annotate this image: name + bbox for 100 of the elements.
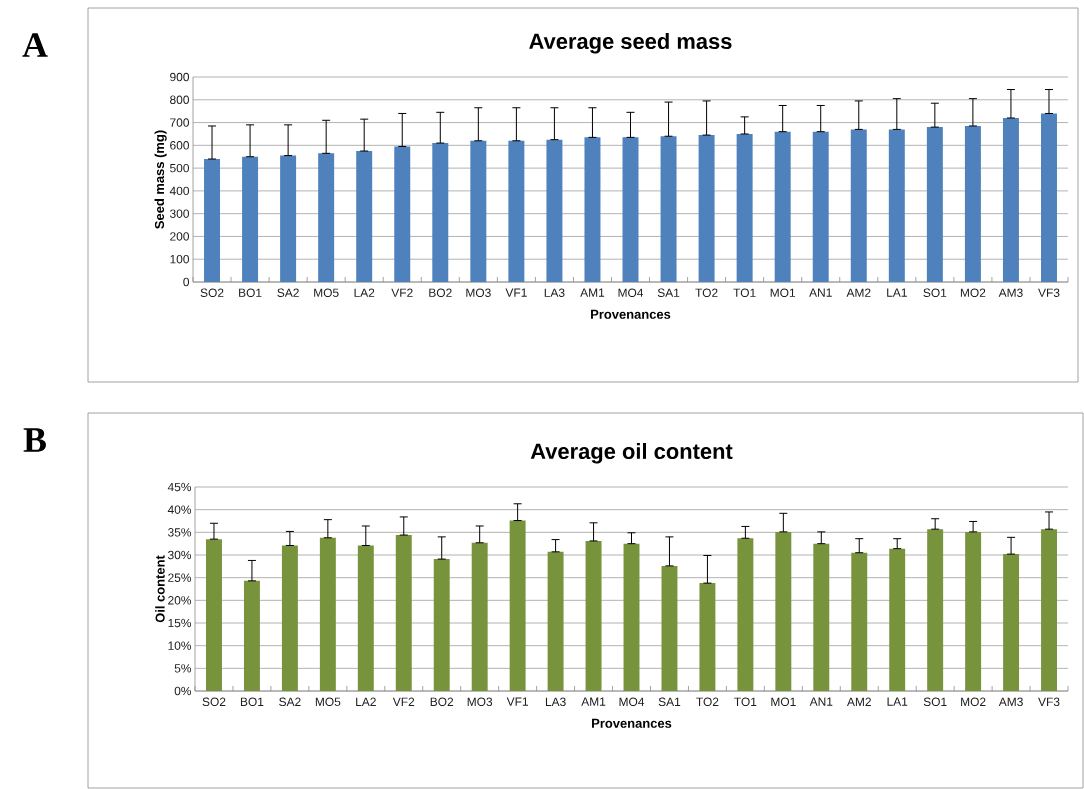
y-tick-label: 500 [170,163,190,173]
bar [546,139,563,282]
x-tick-label: SO1 [923,288,947,297]
x-tick-label: SA1 [658,697,681,706]
x-tick-label: SO2 [202,697,226,706]
bar [737,538,754,692]
y-tick-label: 900 [170,72,190,82]
y-axis-title: Seed mass (mg) [154,130,167,229]
y-tick-label: 35% [168,528,192,537]
bar [736,133,753,282]
bar [432,143,449,282]
bar [812,131,829,282]
y-tick-label: 800 [170,95,190,105]
bar [699,583,716,692]
bar [204,159,221,282]
x-tick-label: SA2 [277,288,299,297]
bar [508,140,525,282]
x-tick-label: BO2 [429,288,452,297]
bar [281,545,298,692]
x-tick-label: VF3 [1038,697,1060,706]
x-tick-label: MO3 [467,697,493,706]
x-tick-label: TO2 [695,288,718,297]
x-axis-title: Provenances [591,309,671,319]
bar [584,137,601,282]
x-tick-label: TO1 [734,697,757,706]
y-tick-label: 30% [168,550,192,560]
y-tick-label: 20% [168,596,192,605]
x-tick-label: BO2 [430,697,454,706]
x-tick-label: MO4 [618,288,644,297]
bar [623,543,640,692]
bar [509,520,526,692]
bar [547,551,564,692]
y-tick-label: 100 [170,255,190,264]
bar [1041,113,1057,282]
x-tick-label: AM2 [846,288,871,297]
bar [813,543,830,692]
x-axis-title: Provenances [592,718,672,728]
x-tick-label: MO1 [771,697,796,706]
bar [850,129,867,282]
x-tick-label: SA2 [279,697,301,706]
bar [356,151,373,282]
x-tick-label: LA3 [545,697,566,706]
bar [851,552,868,692]
x-tick-label: BO1 [240,697,264,706]
bar [889,548,906,692]
y-tick-label: 45% [167,482,192,492]
x-tick-label: VF1 [505,288,527,297]
x-tick-label: AM1 [581,697,606,706]
y-tick-label: 10% [168,641,192,650]
bar [964,125,981,282]
bar [1041,529,1057,692]
x-tick-label: MO4 [619,697,645,706]
bar [1002,118,1019,282]
bar [470,140,487,282]
bar [206,539,222,692]
bar [471,542,488,692]
x-tick-label: VF1 [506,697,529,706]
x-tick-label: AM3 [998,697,1023,706]
y-tick-label: 25% [168,573,192,582]
y-tick-label: 300 [169,209,190,218]
x-tick-label: TO2 [696,697,719,706]
bar [926,127,943,282]
x-tick-label: MO2 [961,697,986,706]
y-tick-label: 700 [170,118,190,127]
x-tick-label: SO1 [923,697,947,706]
x-tick-label: MO5 [314,288,339,297]
bar [774,131,791,282]
bar [927,529,944,692]
x-tick-label: AN1 [809,697,833,706]
y-tick-label: 0% [174,686,192,696]
y-tick-label: 600 [170,141,190,150]
bar [622,137,639,282]
bar [318,153,335,282]
y-tick-label: 5% [174,664,192,673]
x-tick-label: MO2 [960,288,986,297]
x-tick-label: BO1 [239,288,262,297]
x-tick-label: AN1 [809,288,832,297]
text: B [23,428,46,452]
x-tick-label: LA2 [356,697,376,706]
y-tick-label: 0 [183,277,190,287]
x-tick-label: AM1 [580,288,605,297]
bar [394,146,411,282]
x-tick-label: VF2 [392,697,415,706]
x-tick-label: LA3 [544,288,565,297]
text: A [22,33,48,57]
bar [965,531,982,692]
x-tick-label: AM2 [846,697,871,706]
bar [1003,554,1020,692]
bar [888,129,905,282]
bar [698,135,715,282]
x-tick-label: MO1 [770,288,796,297]
x-tick-label: SO2 [200,288,224,297]
x-tick-label: LA1 [887,697,908,706]
x-tick-label: MO5 [315,697,341,706]
chart-title: Average oil content [530,442,733,464]
bar [242,156,259,282]
x-tick-label: VF2 [391,288,413,297]
bar [585,540,602,692]
y-tick-label: 400 [169,186,190,196]
chart-title: Average seed mass [529,32,732,54]
